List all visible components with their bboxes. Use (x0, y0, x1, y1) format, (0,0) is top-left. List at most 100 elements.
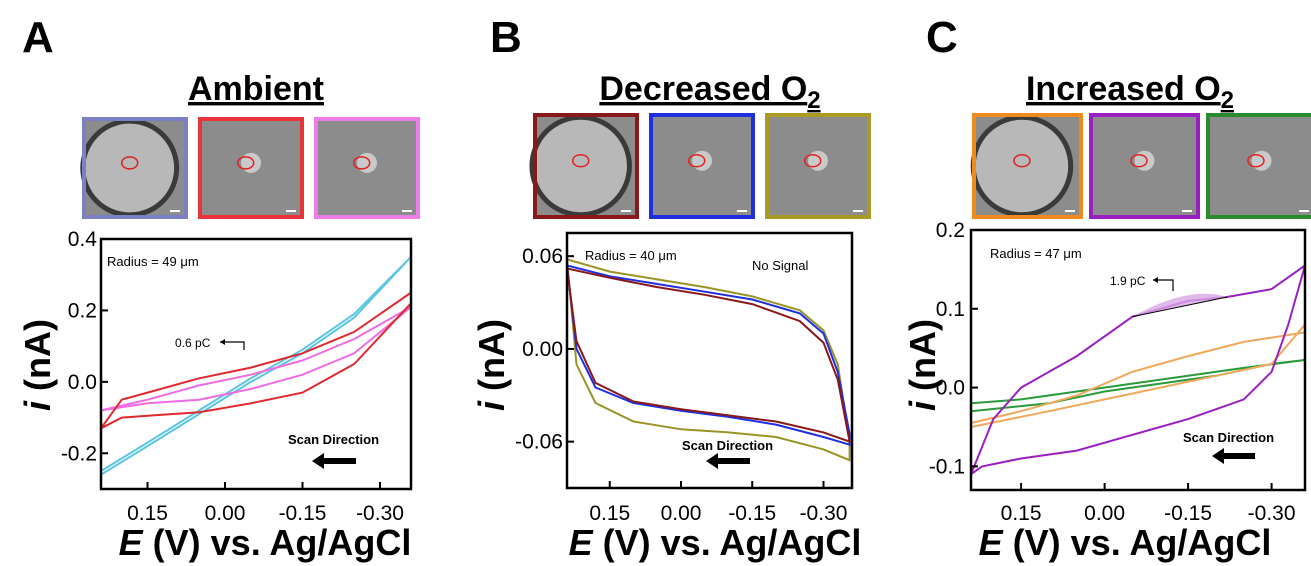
x-tick-label: 0.15 (127, 502, 168, 525)
y-tick-label: -0.2 (61, 442, 97, 465)
micrograph-thumbnail (1089, 113, 1200, 219)
micrograph-thumbnail (80, 117, 188, 219)
annotation-arrowhead (1153, 277, 1158, 283)
x-tick-label: -0.15 (1164, 502, 1212, 525)
scan-direction-label: Scan Direction (1183, 430, 1274, 445)
micrograph-thumbnail (765, 113, 871, 219)
charge-shaded-area (1132, 293, 1228, 317)
charge-annotation: 0.6 pC (175, 336, 211, 350)
cv-trace-3 (101, 291, 411, 430)
red-circle-marker (120, 156, 139, 170)
x-tick-label: 0.00 (661, 502, 702, 525)
particle-highlight (1134, 150, 1155, 171)
micrograph-thumbnail (970, 113, 1083, 219)
y-axis-label: i (nA) (471, 319, 512, 411)
thumbnail-frame (198, 117, 304, 219)
micrograph-thumbnail (1206, 113, 1311, 219)
plot-frame (99, 237, 413, 491)
y-tick-label: 0.06 (522, 245, 563, 268)
panel-c: C Increased O2 0.15 0.00 -0.15 -0.30 -0.1 0.0 0.… (902, 13, 1311, 563)
droplet-shape (80, 118, 180, 218)
particle-highlight (692, 150, 712, 171)
red-circle-marker (1130, 153, 1148, 168)
x-tick-label: -0.15 (279, 502, 327, 525)
y-tick-label: 0.1 (936, 298, 965, 321)
radius-label: Radius = 40 μm (585, 248, 677, 263)
x-tick-label: 0.15 (1001, 502, 1042, 525)
micrograph-thumbnail (649, 113, 755, 219)
red-circle-marker (803, 153, 822, 168)
thumbnail-frame (533, 113, 639, 219)
panel-a: A Ambient 0.15 0.00 -0.15 -0.30 -0.2 0.0 0.2 0.4 E… (17, 13, 420, 563)
scan-direction-arrow (706, 453, 750, 469)
red-circle-marker (1247, 153, 1265, 168)
x-axis-label: E (V) vs. Ag/AgCl (569, 522, 862, 563)
y-axis-label: i (nA) (902, 319, 943, 411)
y-tick-label: 0.2 (68, 299, 97, 322)
red-circle-marker (352, 156, 371, 170)
scan-direction-arrow (312, 453, 356, 469)
panel-b: B Decreased O2 0.15 0.00 -0.15 -0.30 -0.06 0.00… (471, 13, 871, 563)
red-circle-marker (236, 156, 255, 170)
thumbnail-frame (1206, 113, 1311, 219)
y-axis-label: i (nA) (17, 319, 58, 411)
x-tick-label: 0.00 (205, 502, 246, 525)
annotation-leader (220, 341, 245, 350)
x-tick-label: -0.30 (356, 502, 404, 525)
x-axis-label: E (V) vs. Ag/AgCl (979, 522, 1272, 563)
thumbnail-frame (972, 113, 1083, 219)
micrograph-thumbnail (529, 113, 639, 219)
x-tick-label: -0.30 (1248, 502, 1296, 525)
thumbnail-frame (82, 117, 188, 219)
cv-trace-2 (567, 264, 851, 447)
x-tick-label: 0.00 (1084, 502, 1125, 525)
thumbnail-frame (765, 113, 871, 219)
cv-trace-1 (101, 256, 411, 476)
panel-letter: B (490, 13, 522, 62)
charge-annotation: 1.9 pC (1110, 274, 1146, 288)
red-circle-marker (687, 153, 706, 168)
particle-highlight (808, 150, 828, 171)
y-tick-label: -0.06 (515, 431, 563, 454)
particle-highlight (357, 152, 377, 173)
radius-label: Radius = 49 μm (107, 254, 199, 269)
cv-trace-2 (971, 322, 1305, 428)
y-tick-label: 0.2 (936, 219, 965, 242)
y-tick-label: 0.00 (522, 338, 563, 361)
red-circle-marker (1013, 153, 1031, 168)
thumbnail-frame (314, 117, 420, 219)
panel-title: Ambient (188, 70, 324, 108)
status-label: No Signal (752, 258, 808, 273)
plot-frame (565, 231, 854, 490)
plot-frame (969, 228, 1307, 492)
y-tick-label: -0.1 (929, 455, 965, 478)
cv-trace-1 (567, 258, 851, 462)
micrograph-thumbnail (314, 117, 420, 219)
particle-highlight (1251, 150, 1272, 171)
annotation-arrowhead (220, 339, 225, 345)
scan-direction-label: Scan Direction (682, 438, 773, 453)
x-axis-label: E (V) vs. Ag/AgCl (119, 522, 412, 563)
y-tick-label: 0.0 (936, 377, 965, 400)
thumbnail-frame (649, 113, 755, 219)
panel-title: Increased O2 (1026, 70, 1234, 114)
x-tick-label: -0.30 (800, 502, 848, 525)
y-tick-label: 0.4 (68, 228, 98, 251)
panel-title: Decreased O2 (599, 70, 820, 114)
cv-trace-3 (971, 264, 1305, 476)
annotation-leader (1153, 279, 1174, 291)
thumbnail-frame (1089, 113, 1200, 219)
cv-trace-2 (101, 306, 411, 412)
cv-trace-1 (971, 359, 1305, 413)
particle-highlight (241, 152, 261, 173)
y-tick-label: 0.0 (68, 371, 97, 394)
radius-label: Radius = 47 μm (990, 246, 1082, 261)
x-tick-label: 0.15 (589, 502, 630, 525)
baseline-line (1132, 296, 1228, 318)
red-circle-marker (571, 153, 590, 168)
cv-trace-3 (567, 267, 851, 444)
micrograph-thumbnail (198, 117, 304, 219)
scan-direction-label: Scan Direction (288, 432, 379, 447)
scan-direction-arrow (1212, 448, 1255, 464)
